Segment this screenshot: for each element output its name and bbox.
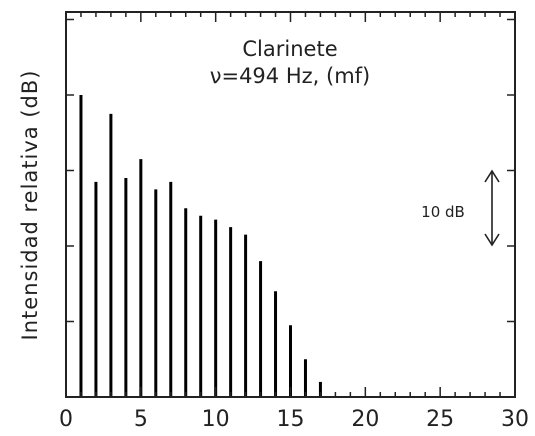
scale-bar-label: 10 dB (421, 203, 465, 221)
x-tick-label-10: 10 (202, 407, 230, 432)
harmonic-bars (79, 95, 322, 397)
x-tick-label-30: 30 (501, 407, 529, 432)
x-tick-label-20: 20 (351, 407, 379, 432)
chart-title: Clarinete (242, 37, 337, 61)
x-tick-label-15: 15 (277, 407, 305, 432)
chart-subtitle: ν=494 Hz, (mf) (210, 64, 370, 88)
plot-frame (65, 11, 516, 398)
scale-bar: 10 dB (421, 169, 500, 247)
x-tick-label-0: 0 (59, 407, 73, 432)
scale-bar-arrow-up-icon (484, 169, 500, 183)
y-axis-label: Intensidad relativa (dB) (18, 70, 42, 341)
x-tick-label-25: 25 (426, 407, 454, 432)
x-tick-labels: 0 5 10 15 20 25 30 (59, 407, 529, 432)
x-tick-label-5: 5 (134, 407, 148, 432)
scale-bar-arrow-down-icon (484, 233, 500, 247)
